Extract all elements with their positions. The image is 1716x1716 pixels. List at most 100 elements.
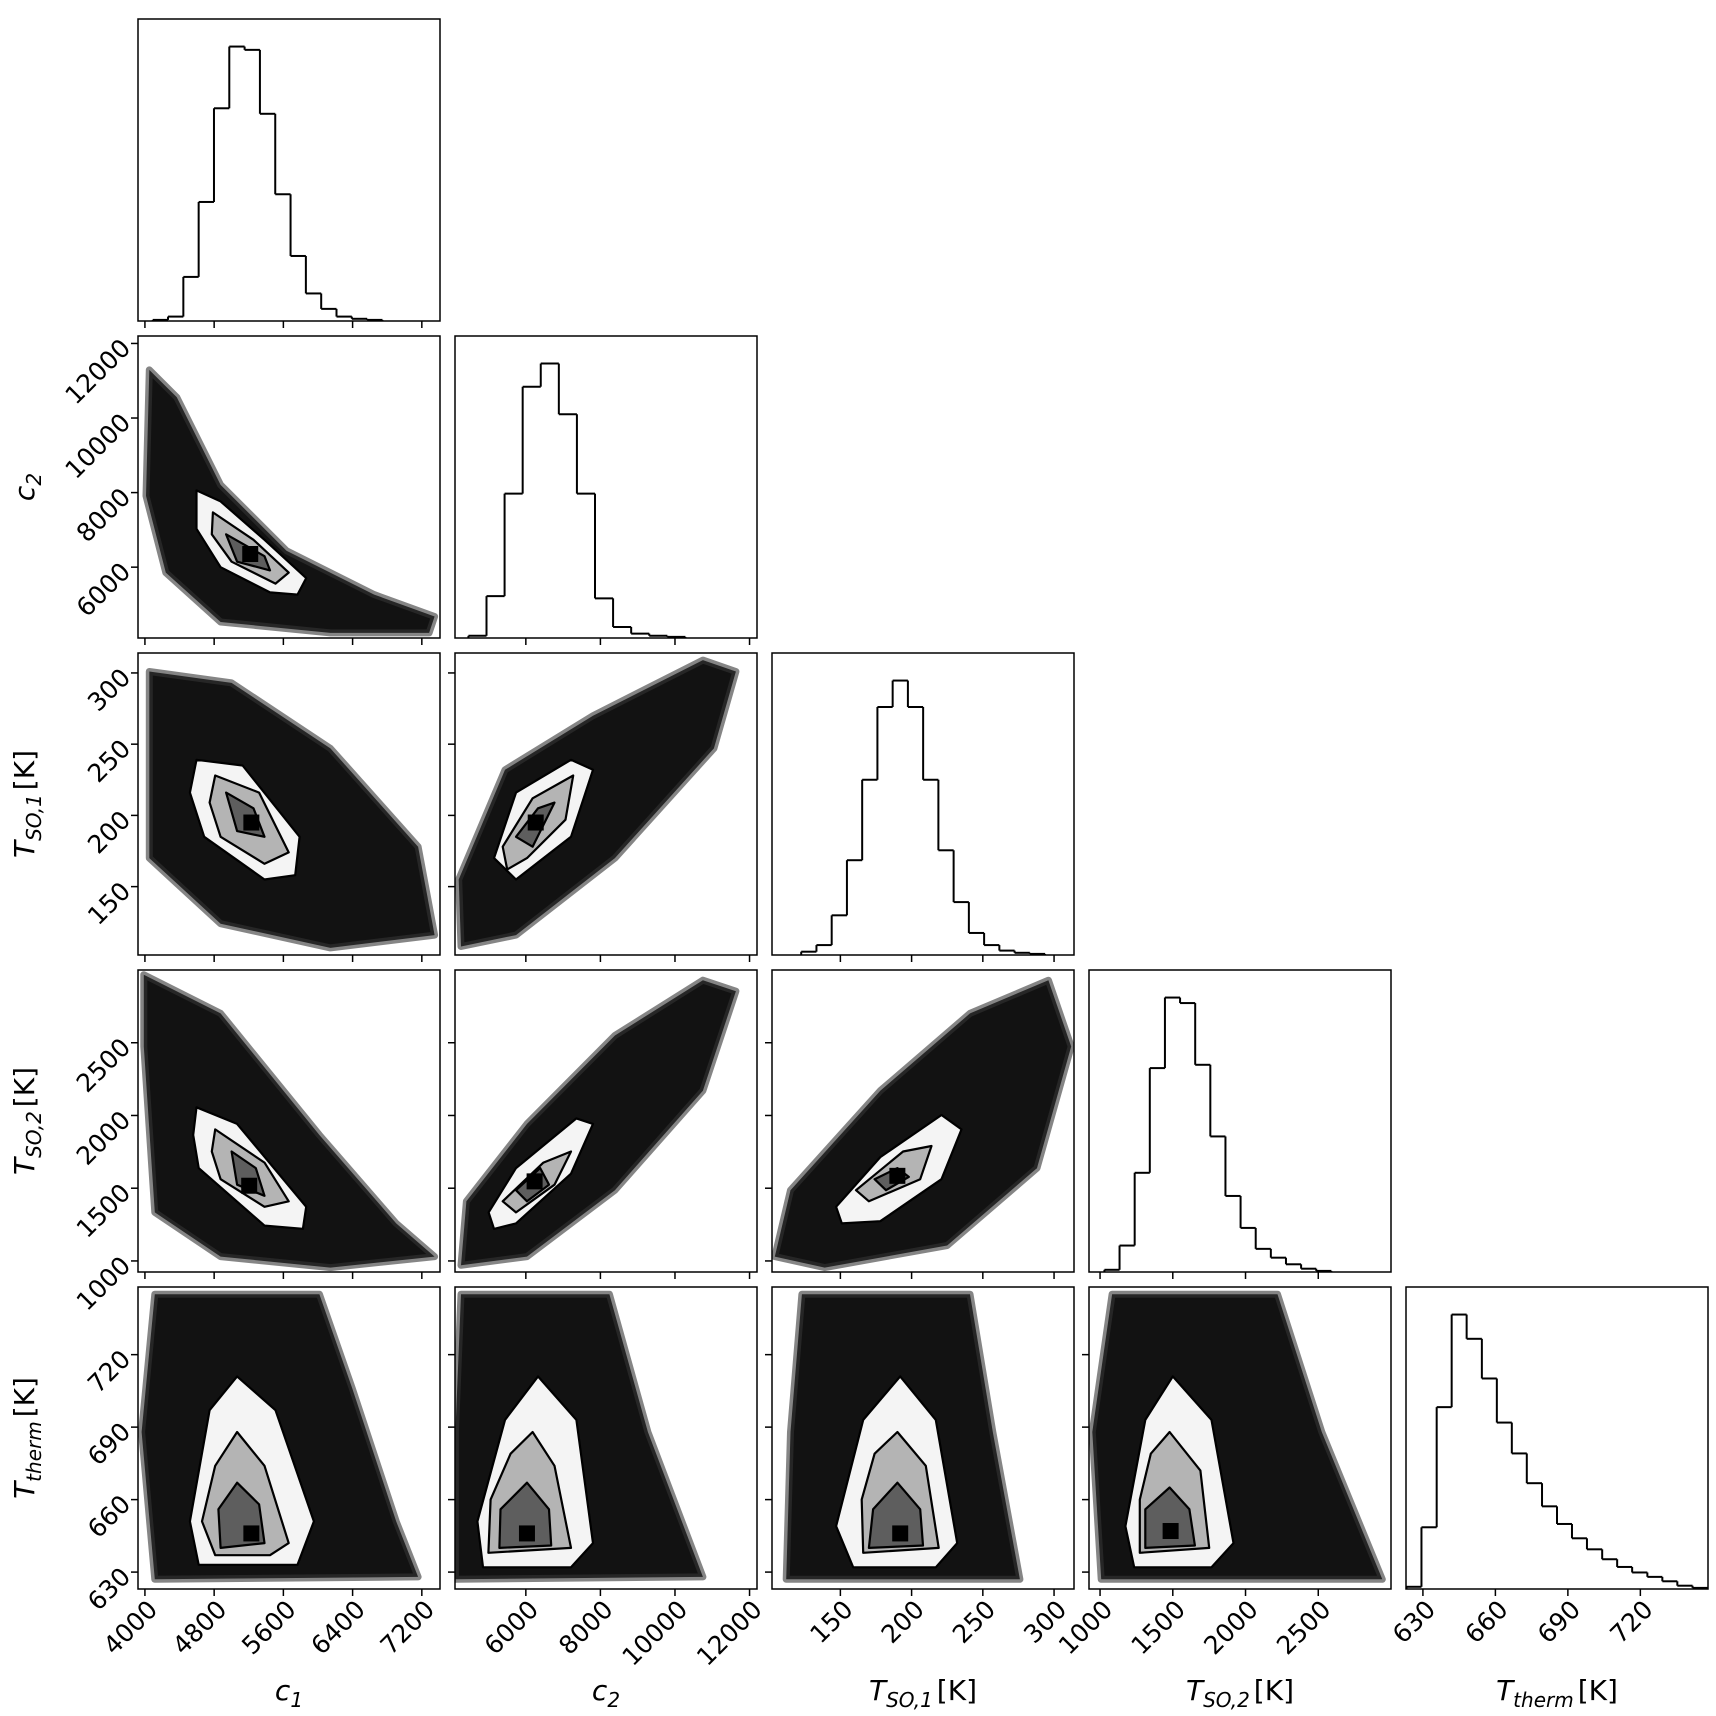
y-tick-label: 720 — [82, 1344, 136, 1398]
panel-frame — [454, 1286, 758, 1590]
y-tick-label: 690 — [82, 1417, 136, 1471]
x-tick-label: 200 — [876, 1595, 930, 1649]
y-tick-label: 6000 — [71, 557, 136, 622]
y-tick-label: 250 — [82, 734, 136, 788]
panel-frame — [137, 1286, 441, 1590]
joint-panel — [455, 1290, 707, 1583]
label-main: T — [8, 1156, 41, 1175]
panel-frame — [1088, 969, 1392, 1273]
sample-cloud — [455, 656, 740, 950]
axis-title: TSO,1[K] — [869, 1674, 977, 1712]
axis-title: Ttherm[K] — [1496, 1674, 1618, 1712]
axis-title: c1 — [275, 1674, 303, 1712]
joint-panel — [457, 976, 740, 1269]
panel-frame — [771, 652, 1075, 956]
label-unit: [K] — [1578, 1674, 1618, 1707]
density-peak — [243, 814, 260, 831]
panel-frame — [137, 18, 441, 322]
x-tick-label: 1000 — [1053, 1595, 1118, 1660]
label-sub: 2 — [607, 1688, 620, 1712]
label-unit: [K] — [8, 1377, 41, 1417]
y-tick-label: 8000 — [71, 482, 136, 547]
x-tick-label: 6400 — [305, 1595, 370, 1660]
y-tick-label: 660 — [82, 1489, 136, 1543]
y-tick-label: 2500 — [71, 1032, 136, 1097]
x-tick-label: 12000 — [691, 1595, 768, 1672]
label-unit: [K] — [8, 750, 41, 790]
density-peak — [243, 1525, 260, 1542]
y-tick-label: 2000 — [71, 1105, 136, 1170]
y-tick-label: 10000 — [60, 408, 137, 485]
x-tick-label: 720 — [1604, 1595, 1658, 1649]
contour — [498, 1481, 553, 1549]
x-tick-label: 2500 — [1271, 1595, 1336, 1660]
label-main: T — [8, 1480, 41, 1499]
density-peak — [892, 1525, 909, 1542]
joint-panel — [455, 656, 740, 950]
panel-frame — [137, 652, 441, 956]
x-tick-label: 1500 — [1126, 1595, 1191, 1660]
joint-panel — [1089, 1290, 1386, 1583]
axis-title: TSO,2 [K] — [8, 1067, 46, 1175]
y-tick-label: 12000 — [60, 333, 137, 410]
sample-cloud — [142, 366, 439, 637]
x-tick-label: 5600 — [236, 1595, 301, 1660]
joint-panel — [138, 1290, 422, 1583]
label-sub: 1 — [290, 1688, 303, 1712]
label-sub: SO,1 — [22, 794, 46, 841]
label-main: T — [1496, 1674, 1515, 1707]
x-tick-label: 2000 — [1198, 1595, 1263, 1660]
density-peak — [526, 1173, 543, 1190]
axis-title: c2 — [592, 1674, 620, 1712]
label-sub: SO,2 — [1203, 1688, 1250, 1712]
label-main: c — [8, 485, 41, 501]
panel-frame — [454, 652, 758, 956]
density-peak — [527, 814, 544, 831]
axis-title: c2 — [8, 473, 46, 501]
sample-cloud — [772, 976, 1074, 1272]
label-main: T — [869, 1674, 888, 1707]
label-main: c — [592, 1674, 608, 1707]
x-tick-label: 150 — [804, 1595, 858, 1649]
panel-frame — [1088, 1286, 1392, 1590]
y-tick-label: 1000 — [71, 1251, 136, 1316]
panel-frame — [771, 969, 1075, 1273]
label-sub: therm — [22, 1421, 46, 1482]
contour — [1144, 1486, 1196, 1549]
y-tick-label: 1500 — [71, 1178, 136, 1243]
axis-title: TSO,1[K] — [8, 750, 46, 858]
label-main: T — [1186, 1674, 1205, 1707]
y-tick-label: 200 — [82, 805, 136, 859]
label-unit: [K] — [8, 1067, 41, 1107]
label-main: c — [275, 1674, 291, 1707]
joint-panel — [782, 1290, 1024, 1583]
x-tick-label: 660 — [1459, 1595, 1513, 1649]
joint-panel — [140, 971, 439, 1272]
label-sub: therm — [1513, 1688, 1574, 1712]
density-peak — [1162, 1523, 1179, 1540]
x-tick-label: 4800 — [167, 1595, 232, 1660]
density-peak — [518, 1525, 535, 1542]
contour — [867, 1481, 925, 1549]
label-sub: 2 — [22, 473, 46, 486]
density-peak — [241, 1177, 258, 1194]
joint-panel — [142, 366, 439, 637]
x-tick-label: 10000 — [616, 1595, 693, 1672]
density-peak — [242, 545, 259, 562]
x-tick-label: 690 — [1532, 1595, 1586, 1649]
axis-title: TSO,2[K] — [1186, 1674, 1294, 1712]
x-tick-label: 630 — [1387, 1595, 1441, 1649]
density-peak — [889, 1167, 906, 1184]
panel-frame — [137, 335, 441, 639]
panel-frame — [771, 1286, 1075, 1590]
x-tick-label: 7200 — [375, 1595, 440, 1660]
panel-frame — [137, 969, 441, 1273]
panel-frame — [454, 969, 758, 1273]
panel-frame — [1405, 1286, 1709, 1590]
label-sub: SO,1 — [886, 1688, 933, 1712]
y-tick-label: 150 — [82, 876, 136, 930]
joint-panel — [145, 668, 439, 952]
label-sub: SO,2 — [22, 1111, 46, 1158]
sample-cloud — [145, 668, 439, 952]
